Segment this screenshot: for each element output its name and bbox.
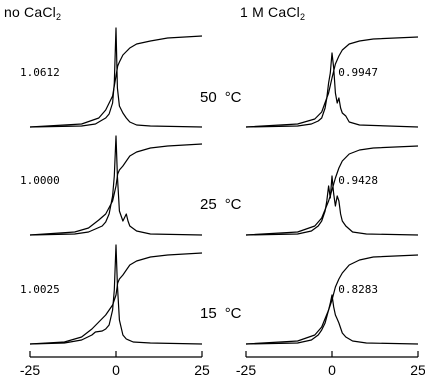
temperature-label-0: 50 °C bbox=[200, 89, 242, 106]
integral-line-c0-r1 bbox=[29, 143, 203, 236]
spectrum-line-c1-r2 bbox=[245, 294, 419, 345]
integral-line-c0-r0 bbox=[29, 35, 203, 128]
x-tick-label-c0-2: 25 bbox=[194, 362, 210, 378]
scale-label-c0-r2: 1.0025 bbox=[20, 283, 60, 296]
temperature-unit-1: °C bbox=[225, 196, 242, 213]
right-column-header: 1 M CaCl2 bbox=[240, 4, 305, 25]
spectrum-line-c0-r2 bbox=[29, 244, 203, 345]
spectrum-line-c0-r1 bbox=[29, 135, 203, 236]
temperature-value-1: 25 bbox=[200, 196, 217, 213]
temperature-value-2: 15 bbox=[200, 305, 217, 322]
temperature-unit-0: °C bbox=[225, 89, 242, 106]
scale-label-c0-r1: 1.0000 bbox=[20, 174, 60, 187]
temperature-label-2: 15 °C bbox=[200, 305, 242, 322]
left-header-text: no CaCl bbox=[4, 4, 56, 20]
temperature-value-0: 50 bbox=[200, 89, 217, 106]
left-header-subscript: 2 bbox=[55, 12, 62, 22]
integral-line-c1-r1 bbox=[245, 145, 419, 236]
integral-line-c1-r0 bbox=[245, 36, 419, 128]
spectrum-line-c0-r0 bbox=[29, 27, 203, 128]
integral-line-c0-r2 bbox=[29, 252, 203, 345]
x-tick-label-c0-0: -25 bbox=[20, 362, 40, 378]
x-tick-label-c0-1: 0 bbox=[112, 362, 120, 378]
right-header-text: 1 M CaCl bbox=[240, 4, 300, 20]
scale-label-c1-r1: 0.9428 bbox=[338, 174, 378, 187]
integral-line-c1-r2 bbox=[245, 254, 419, 345]
scale-label-c1-r2: 0.8283 bbox=[338, 283, 378, 296]
temperature-unit-2: °C bbox=[225, 305, 242, 322]
spectrum-line-c1-r1 bbox=[245, 175, 419, 236]
x-tick-label-c1-2: 25 bbox=[410, 362, 425, 378]
x-tick-label-c1-0: -25 bbox=[236, 362, 256, 378]
left-column-header: no CaCl2 bbox=[4, 4, 61, 25]
scale-label-c0-r0: 1.0612 bbox=[20, 66, 60, 79]
right-header-subscript: 2 bbox=[299, 12, 306, 22]
temperature-label-1: 25 °C bbox=[200, 196, 242, 213]
scale-label-c1-r0: 0.9947 bbox=[338, 66, 378, 79]
x-tick-label-c1-1: 0 bbox=[328, 362, 336, 378]
spectrum-line-c1-r0 bbox=[245, 52, 419, 128]
